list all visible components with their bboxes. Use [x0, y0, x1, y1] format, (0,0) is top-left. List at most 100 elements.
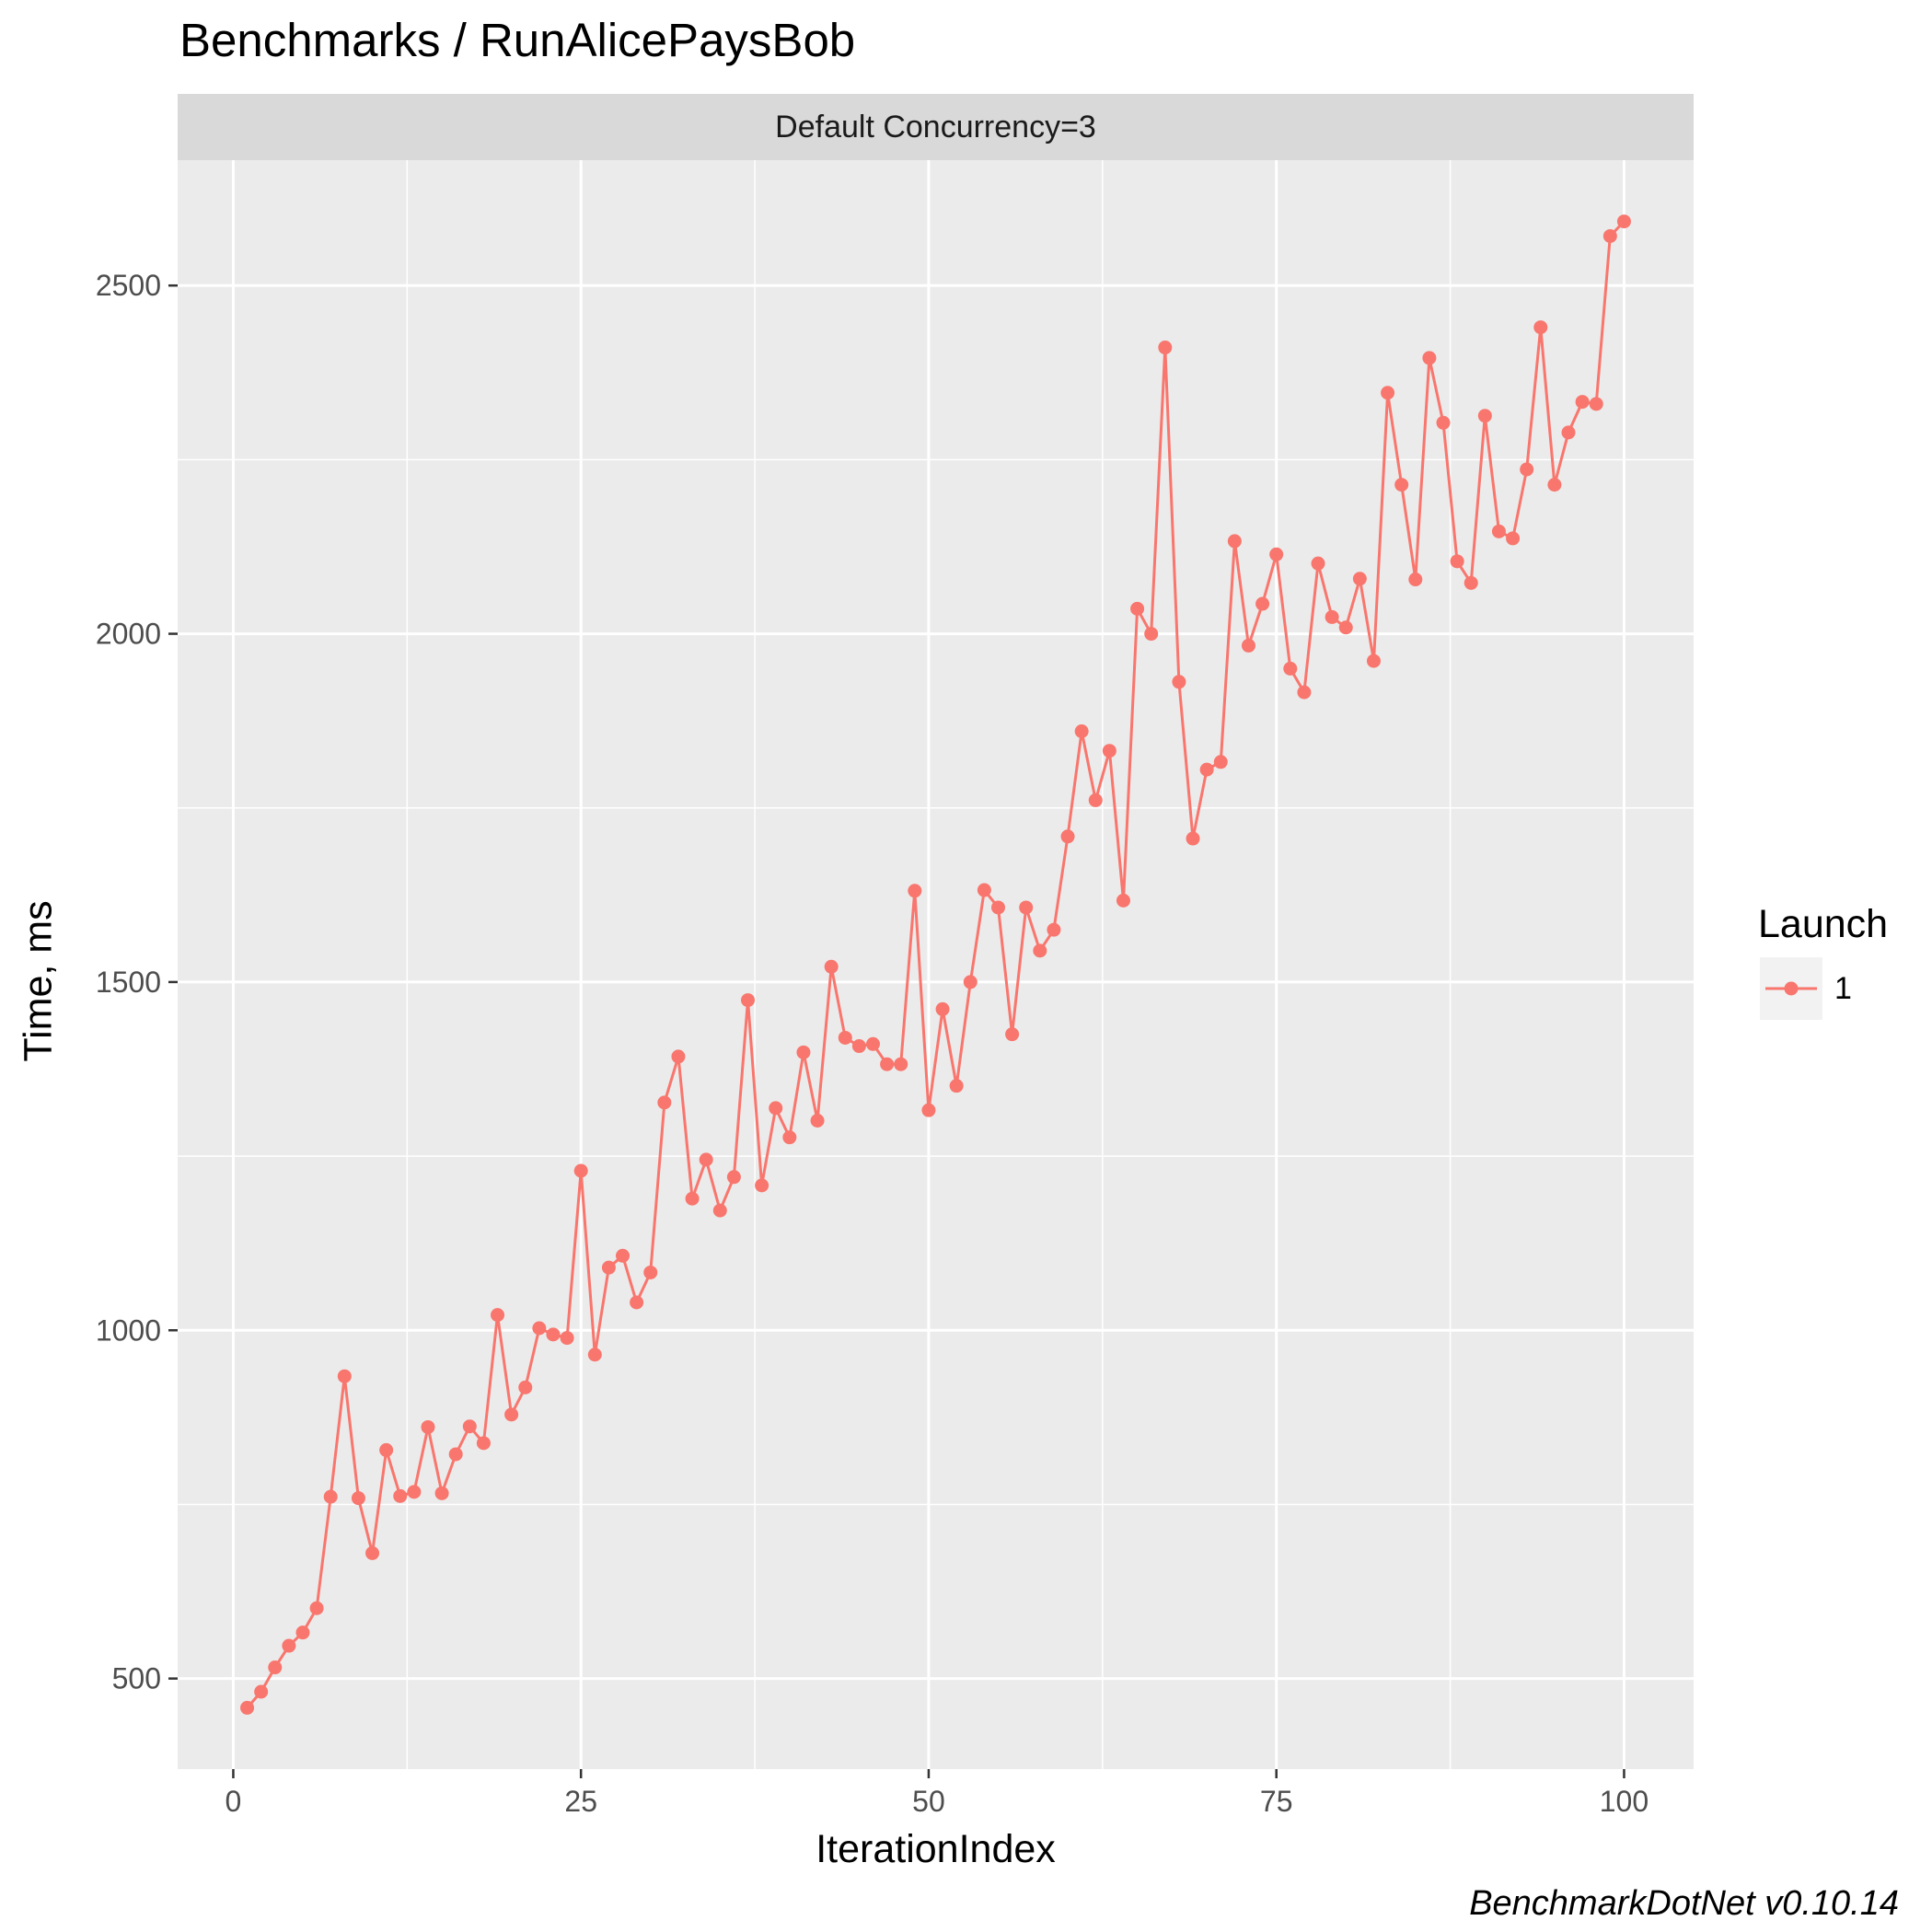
data-point [699, 1152, 713, 1167]
data-point [1005, 1027, 1020, 1042]
data-point [726, 1170, 741, 1185]
data-point [587, 1348, 602, 1362]
data-point [1366, 654, 1381, 668]
data-point [908, 884, 922, 898]
data-point [1116, 893, 1130, 908]
data-point [963, 975, 978, 989]
x-tick-label: 75 [1260, 1785, 1293, 1818]
data-point [1547, 478, 1562, 492]
y-tick-label: 1000 [96, 1313, 161, 1347]
data-point [1199, 762, 1214, 777]
data-point [935, 1001, 950, 1016]
legend-title: Launch [1758, 902, 1889, 946]
data-point [838, 1030, 852, 1045]
data-point [1213, 755, 1228, 769]
data-point [1602, 228, 1617, 243]
data-point [866, 1036, 881, 1051]
y-axis-label: Time, ms [16, 900, 61, 1062]
data-point [1047, 922, 1061, 937]
data-point [407, 1485, 422, 1499]
y-tick-label: 500 [112, 1662, 161, 1695]
data-point [1338, 620, 1353, 635]
data-point [476, 1436, 491, 1451]
data-point [1394, 478, 1409, 492]
data-point [1463, 575, 1478, 590]
data-point [1297, 685, 1312, 700]
data-point [880, 1057, 895, 1071]
data-point [282, 1638, 296, 1653]
data-point [685, 1191, 700, 1206]
data-point [1144, 627, 1159, 642]
data-point [1172, 675, 1186, 689]
data-point [630, 1295, 644, 1310]
data-point [921, 1103, 936, 1117]
data-point [1352, 572, 1367, 586]
data-point [671, 1049, 686, 1064]
data-point [1533, 320, 1548, 335]
data-point [1477, 409, 1492, 423]
data-point [990, 900, 1005, 915]
data-point [601, 1260, 616, 1275]
data-point [741, 993, 756, 1008]
data-point [977, 883, 991, 897]
data-point [949, 1079, 964, 1093]
data-point [462, 1419, 477, 1434]
x-tick-label: 25 [564, 1785, 597, 1818]
data-point [755, 1178, 769, 1193]
data-point [810, 1114, 825, 1128]
grid-major [178, 160, 1694, 1769]
y-tick-label: 1500 [96, 966, 161, 999]
data-point [1436, 415, 1451, 430]
data-point [1088, 792, 1103, 807]
data-point [504, 1407, 519, 1422]
legend-glyph [1765, 981, 1817, 996]
data-point [1450, 554, 1464, 569]
data-point [532, 1321, 547, 1336]
data-point [434, 1486, 449, 1500]
legend-entry-label: 1 [1834, 971, 1852, 1006]
data-point [1060, 829, 1075, 844]
data-point [1408, 573, 1423, 587]
series-line [246, 220, 1625, 1709]
x-tick-label: 0 [226, 1785, 242, 1818]
data-point [573, 1163, 588, 1178]
y-tick-label: 2500 [96, 269, 161, 302]
data-point [1130, 601, 1145, 616]
data-point [1033, 943, 1047, 958]
data-point [1589, 397, 1603, 411]
data-point [1381, 386, 1395, 400]
axis-ticks: 0 25 50 75 100 500 1000 1500 2000 2500 [96, 269, 1649, 1818]
data-point [379, 1442, 394, 1457]
data-point [491, 1308, 505, 1323]
x-axis-label: IterationIndex [816, 1827, 1056, 1871]
caption: BenchmarkDotNet v0.10.14 [1469, 1884, 1899, 1923]
data-point [712, 1203, 727, 1218]
data-point [240, 1700, 255, 1715]
data-point [796, 1045, 811, 1059]
data-point [309, 1601, 324, 1615]
grid-minor [178, 160, 1694, 1769]
data-point [1283, 661, 1298, 676]
data-point [769, 1101, 783, 1116]
data-point [1019, 900, 1034, 915]
data-point [1227, 534, 1242, 549]
data-point [323, 1489, 338, 1504]
data-point [1311, 556, 1325, 571]
data-point [351, 1491, 365, 1506]
data-point [1269, 547, 1284, 561]
data-point [1561, 425, 1576, 440]
data-point [1520, 462, 1534, 477]
data-point [1158, 341, 1173, 355]
data-point [1074, 724, 1089, 739]
y-tick-label: 2000 [96, 618, 161, 651]
x-tick-label: 50 [912, 1785, 945, 1818]
data-point [851, 1039, 866, 1054]
data-point [560, 1331, 574, 1346]
data-point [295, 1625, 310, 1640]
facet-strip [178, 94, 1694, 160]
data-point [1616, 214, 1631, 229]
panel-background [178, 160, 1694, 1769]
data-point [616, 1248, 631, 1263]
data-point [1241, 638, 1255, 653]
facet-strip-label: Default Concurrency=3 [775, 110, 1096, 145]
